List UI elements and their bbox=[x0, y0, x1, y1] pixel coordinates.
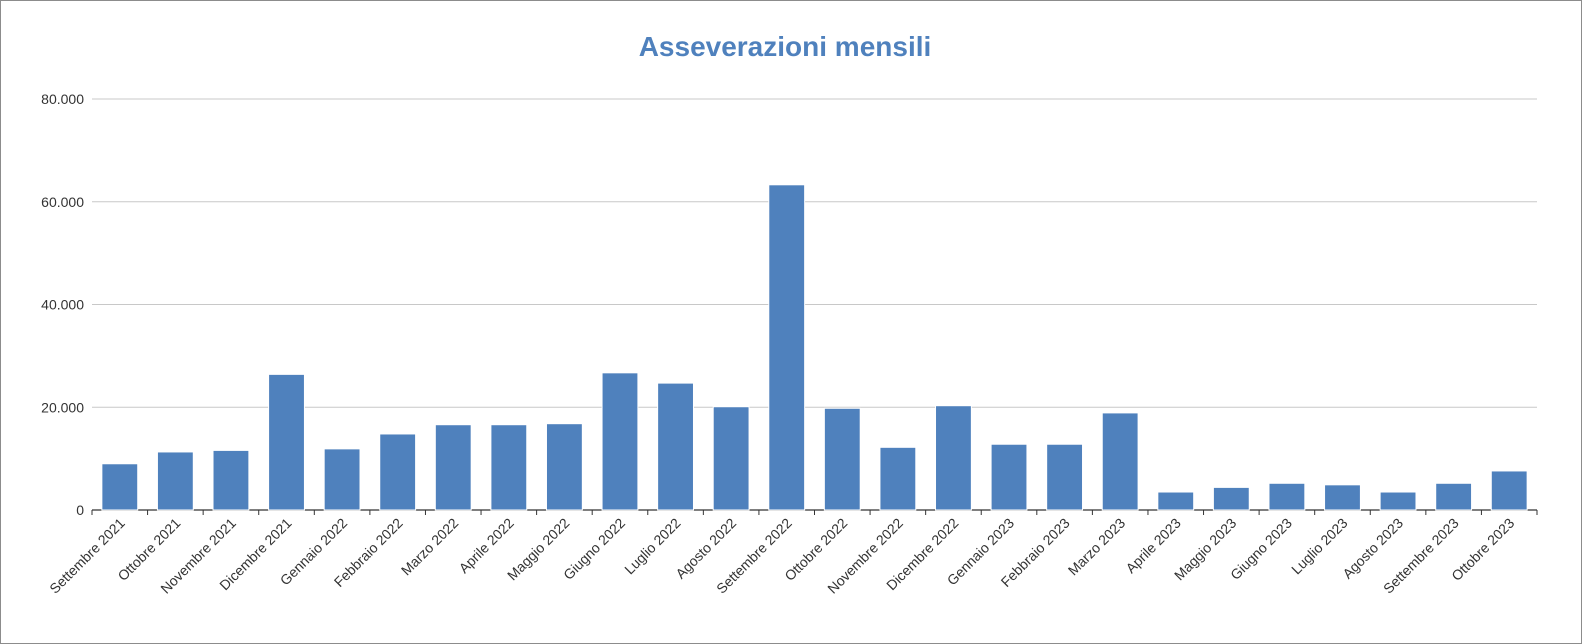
chart-title: Asseverazioni mensili bbox=[638, 31, 932, 62]
bar bbox=[1101, 412, 1139, 511]
bar bbox=[490, 424, 528, 511]
y-tick-label: 80.000 bbox=[41, 91, 84, 107]
bar bbox=[712, 406, 750, 511]
bar bbox=[1157, 491, 1195, 511]
bar bbox=[212, 449, 250, 511]
x-tick-label: Marzo 2022 bbox=[398, 515, 462, 579]
bar bbox=[935, 405, 972, 511]
bar bbox=[545, 423, 583, 511]
bar bbox=[823, 407, 861, 511]
x-tick-label: Marzo 2023 bbox=[1065, 515, 1129, 579]
bar bbox=[1435, 482, 1473, 511]
bar bbox=[323, 448, 361, 511]
bar bbox=[1046, 443, 1084, 511]
bar bbox=[1212, 486, 1250, 511]
axes bbox=[91, 509, 1538, 515]
y-tick-label: 0 bbox=[76, 502, 84, 518]
y-tick-label: 40.000 bbox=[41, 297, 84, 313]
bar bbox=[768, 184, 806, 511]
bar bbox=[434, 424, 472, 511]
bar bbox=[101, 463, 139, 511]
bar bbox=[990, 443, 1028, 511]
y-tick-labels: 0 20.000 40.000 60.000 80.000 bbox=[41, 91, 84, 518]
bar bbox=[268, 373, 305, 511]
bar bbox=[657, 382, 694, 511]
y-tick-label: 20.000 bbox=[41, 399, 84, 415]
bar bbox=[879, 446, 917, 511]
x-tick-label: Settembre 2021 bbox=[46, 515, 128, 597]
bar bbox=[1324, 484, 1361, 511]
bars bbox=[101, 184, 1528, 511]
bar bbox=[1490, 470, 1528, 511]
bar bbox=[379, 433, 417, 511]
bar bbox=[1268, 482, 1306, 511]
bar bbox=[156, 451, 194, 511]
bar bbox=[1379, 491, 1417, 511]
y-tick-label: 60.000 bbox=[41, 194, 84, 210]
gridlines bbox=[92, 98, 1537, 408]
bar bbox=[601, 372, 639, 511]
